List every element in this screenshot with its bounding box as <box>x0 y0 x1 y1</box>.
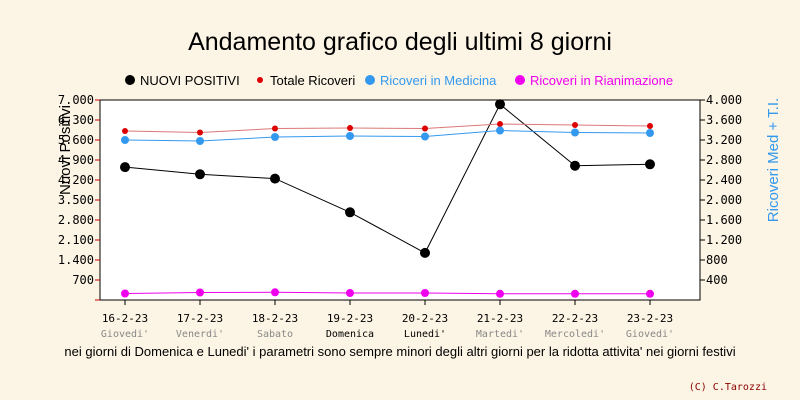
legend-marker <box>365 75 375 85</box>
data-point-series-2 <box>271 133 279 141</box>
legend-label: Ricoveri in Medicina <box>380 73 497 88</box>
y-right-tick-label: 1.200 <box>706 233 742 247</box>
y-right-tick-label: 400 <box>706 273 728 287</box>
data-point-series-3 <box>571 289 579 298</box>
data-point-series-1 <box>347 125 353 131</box>
legend-marker <box>257 77 263 83</box>
y-left-tick-label: 2.800 <box>58 213 94 227</box>
data-point-series-3 <box>646 289 654 298</box>
data-point-series-0 <box>195 169 205 180</box>
y-left-tick-label: 1.400 <box>58 253 94 267</box>
x-tick-label: 18-2-23 <box>252 312 298 325</box>
legend-label: Ricoveri in Rianimazione <box>530 73 673 88</box>
y-right-tick-label: 2.800 <box>706 153 742 167</box>
y-right-tick-label: 3.200 <box>706 133 742 147</box>
legend-marker <box>515 75 525 85</box>
data-point-series-1 <box>497 121 503 127</box>
data-point-series-3 <box>271 288 279 297</box>
legend-label: NUOVI POSITIVI <box>140 73 240 88</box>
x-tick-label: 22-2-23 <box>552 312 598 325</box>
x-tick-label: 23-2-23 <box>627 312 673 325</box>
data-point-series-0 <box>345 207 355 218</box>
legend: NUOVI POSITIVI Totale Ricoveri Ricoveri in… <box>125 73 673 88</box>
data-point-series-2 <box>346 132 354 140</box>
y-right-tick-label: 800 <box>706 253 728 267</box>
x-axis: 16-2-23 Giovedi' 17-2-23 Venerdi' 18-2-23 Sab… <box>101 300 674 340</box>
data-point-series-0 <box>420 247 430 258</box>
series-points <box>120 99 655 298</box>
legend-label: Totale Ricoveri <box>270 73 355 88</box>
y-right-tick-label: 2.000 <box>706 193 742 207</box>
data-point-series-3 <box>121 289 129 298</box>
x-weekday-label: Sabato <box>257 329 293 340</box>
data-point-series-2 <box>646 129 654 137</box>
data-point-series-0 <box>270 173 280 184</box>
data-point-series-2 <box>196 137 204 145</box>
x-weekday-label: Lunedi' <box>404 329 446 340</box>
x-weekday-label: Mercoledi' <box>545 329 605 340</box>
y-left-tick-label: 5.600 <box>58 133 94 147</box>
y-axis-left: 700 1.400 2.100 2.800 3.500 4.200 4.900 5.600 6.… <box>58 93 100 301</box>
series-line-3 <box>124 291 650 295</box>
x-weekday-label: Venerdi' <box>176 329 224 340</box>
series-line-0 <box>124 103 651 254</box>
data-point-series-2 <box>571 128 579 137</box>
x-tick-label: 19-2-23 <box>327 312 373 325</box>
data-point-series-2 <box>496 126 504 135</box>
chart-title: Andamento grafico degli ultimi 8 giorni <box>188 28 612 56</box>
data-point-series-3 <box>496 289 504 298</box>
footnote: nei giorni di Domenica e Lunedi' i param… <box>64 344 735 359</box>
credit: (C) C.Tarozzi <box>689 382 767 393</box>
data-point-series-0 <box>645 159 655 170</box>
x-weekday-label: Domenica <box>326 329 374 340</box>
x-tick-label: 17-2-23 <box>177 312 223 325</box>
y-left-tick-label: 4.200 <box>58 173 94 187</box>
data-point-series-0 <box>495 99 505 110</box>
data-point-series-1 <box>572 122 578 128</box>
y-left-tick-label: 2.100 <box>58 233 94 247</box>
x-tick-label: 16-2-23 <box>102 312 148 325</box>
y-axis-right-label: Ricoveri Med + T.I. <box>765 98 782 222</box>
y-axis-left-label: Nuovi Positivi <box>57 105 74 195</box>
x-weekday-label: Martedi' <box>476 329 524 340</box>
series-line-2 <box>124 129 651 142</box>
data-point-series-1 <box>272 125 278 132</box>
data-point-series-1 <box>422 125 428 132</box>
y-left-tick-label: 3.500 <box>58 193 94 207</box>
data-point-series-0 <box>120 162 130 173</box>
data-point-series-2 <box>121 136 129 144</box>
data-point-series-3 <box>421 289 429 297</box>
data-point-series-1 <box>647 123 653 129</box>
y-right-tick-label: 2.400 <box>706 173 742 187</box>
x-tick-label: 21-2-23 <box>477 312 523 325</box>
y-right-tick-label: 4.000 <box>706 93 742 107</box>
data-point-series-1 <box>197 129 203 136</box>
data-point-series-3 <box>346 289 354 297</box>
plot-area <box>99 99 701 301</box>
y-left-tick-label: 4.900 <box>58 153 94 167</box>
y-left-tick-label: 7.000 <box>58 93 94 107</box>
x-weekday-label: Giovedi' <box>101 329 149 340</box>
x-tick-label: 20-2-23 <box>402 312 448 325</box>
y-axis-right: 400 800 1.200 1.600 2.000 2.400 2.800 3.200 3.60… <box>700 93 742 287</box>
data-point-series-2 <box>421 132 429 141</box>
x-weekday-label: Giovedi' <box>626 329 674 340</box>
data-point-series-1 <box>122 128 128 134</box>
y-right-tick-label: 1.600 <box>706 213 742 227</box>
data-point-series-0 <box>570 160 580 171</box>
y-left-tick-label: 6.300 <box>58 113 94 127</box>
data-point-series-3 <box>196 288 204 297</box>
series-lines <box>124 103 651 295</box>
series-line-1 <box>124 123 651 134</box>
y-right-tick-label: 3.600 <box>706 113 742 127</box>
legend-marker <box>125 75 135 85</box>
y-left-tick-label: 700 <box>72 273 94 287</box>
